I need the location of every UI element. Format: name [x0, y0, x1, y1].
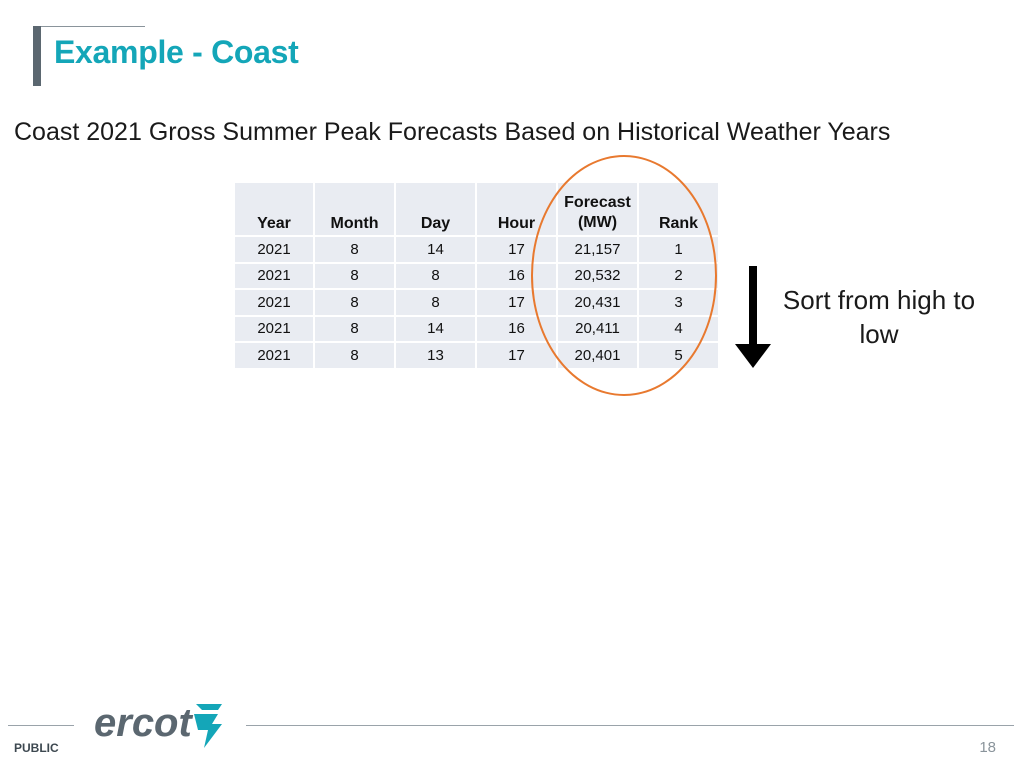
cell-day: 8 [396, 263, 475, 288]
cell-forecast: 21,157 [558, 237, 637, 262]
cell-rank: 5 [639, 343, 718, 368]
cell-rank: 3 [639, 290, 718, 315]
cell-hour: 17 [477, 343, 556, 368]
table-row: 2021 8 13 17 20,401 5 [235, 343, 718, 368]
ercot-logo: ercot [94, 701, 222, 748]
logo-wordmark: ercot [94, 701, 193, 745]
page-number: 18 [979, 739, 996, 756]
footer-rule-right [246, 725, 1014, 726]
header-day: Day [396, 183, 475, 235]
table-header-row: Year Month Day Hour Forecast (MW) Rank [235, 183, 718, 235]
cell-year: 2021 [235, 237, 313, 262]
slide-subtitle: Coast 2021 Gross Summer Peak Forecasts B… [14, 118, 891, 146]
cell-forecast: 20,532 [558, 263, 637, 288]
title-top-rule [41, 26, 145, 27]
cell-hour: 16 [477, 316, 556, 341]
cell-month: 8 [315, 290, 394, 315]
cell-day: 13 [396, 343, 475, 368]
sort-note: Sort from high to low [782, 285, 976, 349]
table-row: 2021 8 8 17 20,431 3 [235, 290, 718, 315]
logo-bolt-icon [194, 704, 222, 748]
classification-label: PUBLIC [14, 741, 59, 755]
cell-forecast: 20,401 [558, 343, 637, 368]
footer-rule-left [8, 725, 74, 726]
header-rank: Rank [639, 183, 718, 235]
header-hour: Hour [477, 183, 556, 235]
arrow-down-icon [735, 266, 771, 368]
cell-rank: 4 [639, 316, 718, 341]
cell-day: 14 [396, 316, 475, 341]
cell-month: 8 [315, 263, 394, 288]
cell-hour: 17 [477, 237, 556, 262]
cell-rank: 2 [639, 263, 718, 288]
cell-forecast: 20,411 [558, 316, 637, 341]
cell-hour: 17 [477, 290, 556, 315]
table-row: 2021 8 14 17 21,157 1 [235, 237, 718, 262]
table-row: 2021 8 8 16 20,532 2 [235, 263, 718, 288]
header-month: Month [315, 183, 394, 235]
table-row: 2021 8 14 16 20,411 4 [235, 316, 718, 341]
slide-title: Example - Coast [54, 34, 299, 70]
cell-day: 14 [396, 237, 475, 262]
forecast-table: Year Month Day Hour Forecast (MW) Rank 2… [233, 181, 720, 370]
cell-month: 8 [315, 237, 394, 262]
cell-hour: 16 [477, 263, 556, 288]
title-accent-bar [33, 26, 41, 86]
cell-year: 2021 [235, 343, 313, 368]
cell-year: 2021 [235, 290, 313, 315]
cell-forecast: 20,431 [558, 290, 637, 315]
header-year: Year [235, 183, 313, 235]
cell-month: 8 [315, 316, 394, 341]
cell-year: 2021 [235, 263, 313, 288]
cell-month: 8 [315, 343, 394, 368]
header-forecast: Forecast (MW) [558, 183, 637, 235]
cell-rank: 1 [639, 237, 718, 262]
cell-day: 8 [396, 290, 475, 315]
cell-year: 2021 [235, 316, 313, 341]
